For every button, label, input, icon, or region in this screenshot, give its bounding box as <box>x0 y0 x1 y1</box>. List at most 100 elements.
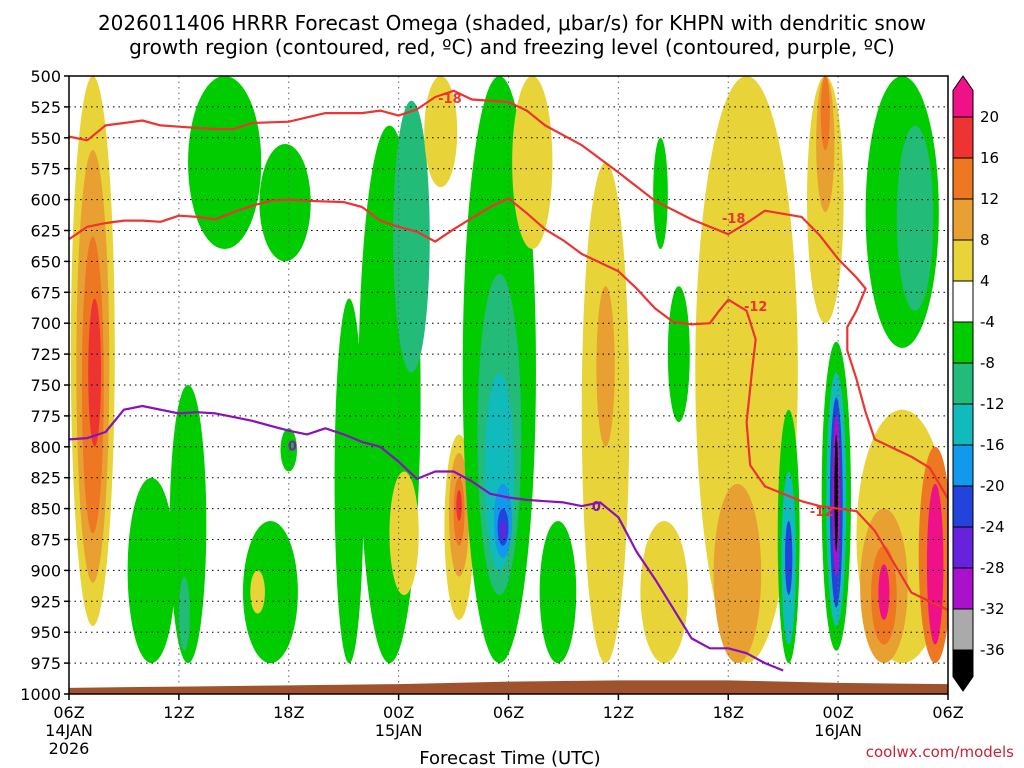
y-axis: 500 525 550 575 600 625 650 675 700 725 750 775 800 8… <box>20 67 69 704</box>
colorbar-bin-12 <box>952 567 974 610</box>
x-tick-label-30: 12Z <box>603 703 634 722</box>
contour-lines <box>69 89 948 672</box>
contour-labels: -18 -18 -12 -12 0 0 <box>288 92 834 520</box>
omega-region-39 <box>785 520 793 596</box>
omega-region-8 <box>259 143 311 262</box>
y-tick-label-650: 650 <box>30 252 61 271</box>
colorbar-bin-1 <box>952 116 974 159</box>
contour-label-3: -12 <box>810 505 834 520</box>
colorbar-bin-10 <box>952 485 974 528</box>
x-tick-label-12: 18Z <box>273 703 304 722</box>
colorbar-label-3: 8 <box>980 231 990 249</box>
colorbar-label-13: -36 <box>980 641 1005 659</box>
chart-title-line2: growth region (contoured, red, ºC) and f… <box>129 35 895 59</box>
omega-region-3 <box>88 298 102 447</box>
y-tick-label-875: 875 <box>30 531 61 550</box>
y-tick-label-625: 625 <box>30 222 61 241</box>
x-tick-label-42: 00Z <box>822 703 853 722</box>
y-tick-label-725: 725 <box>30 345 61 364</box>
colorbar-label-10: -24 <box>980 518 1005 536</box>
omega-region-55 <box>926 483 944 645</box>
omega-region-10 <box>280 428 297 472</box>
x-tick-label-18: 00Z <box>383 703 414 722</box>
omega-region-32 <box>653 137 668 250</box>
x-year-label-0: 2026 <box>49 739 90 758</box>
omega-region-12 <box>334 298 364 664</box>
contour-label-5: 0 <box>592 500 601 515</box>
colorbar-bin-7 <box>952 362 974 405</box>
credit-text: coolwx.com/models <box>866 743 1014 761</box>
omega-region-16 <box>424 76 458 188</box>
y-tick-label-675: 675 <box>30 283 61 302</box>
colorbar-bin-9 <box>952 444 974 487</box>
colorbar-bin-8 <box>952 403 974 446</box>
y-tick-label-975: 975 <box>30 654 61 673</box>
colorbar-bin-11 <box>952 526 974 569</box>
x-date-label-42: 16JAN <box>814 721 862 740</box>
y-tick-label-1000: 1000 <box>20 685 61 704</box>
colorbar-label-12: -32 <box>980 600 1005 618</box>
freezing-level-2 <box>69 404 784 672</box>
colorbar-label-9: -20 <box>980 477 1005 495</box>
omega-region-20 <box>456 490 462 521</box>
dendritic-contour-1 <box>69 197 948 611</box>
omega-region-31 <box>596 286 615 447</box>
omega-region-53 <box>878 564 890 620</box>
x-tick-label-6: 12Z <box>163 703 194 722</box>
omega-region-49 <box>896 125 934 311</box>
y-tick-label-500: 500 <box>30 67 61 86</box>
colorbar-bin-3 <box>952 198 974 241</box>
x-tick-label-48: 06Z <box>932 703 963 722</box>
y-tick-label-950: 950 <box>30 623 61 642</box>
omega-region-47 <box>834 434 839 552</box>
y-tick-label-900: 900 <box>30 561 61 580</box>
colorbar-label-6: -8 <box>980 354 995 372</box>
y-tick-label-700: 700 <box>30 314 61 333</box>
x-axis-title: Forecast Time (UTC) <box>419 748 600 768</box>
contour-label-4: 0 <box>288 440 297 455</box>
y-tick-label-800: 800 <box>30 438 61 457</box>
colorbar-bin-5 <box>952 280 974 323</box>
colorbar-bin-13 <box>952 608 974 651</box>
omega-region-11 <box>250 570 265 614</box>
y-tick-label-775: 775 <box>30 407 61 426</box>
y-tick-label-525: 525 <box>30 98 61 117</box>
colorbar-bin-2 <box>952 157 974 200</box>
contour-label-1: -18 <box>722 212 746 227</box>
omega-region-42 <box>820 76 830 151</box>
colorbar-label-2: 12 <box>980 190 999 208</box>
y-tick-label-750: 750 <box>30 376 61 395</box>
omega-region-7 <box>188 76 262 250</box>
dendritic-contour-0 <box>69 89 948 500</box>
y-tick-label-850: 850 <box>30 500 61 519</box>
y-tick-label-575: 575 <box>30 160 61 179</box>
y-tick-label-825: 825 <box>30 469 61 488</box>
x-tick-label-0: 06Z <box>53 703 84 722</box>
colorbar-label-5: -4 <box>980 313 995 331</box>
colorbar-bin-4 <box>952 239 974 282</box>
omega-region-28 <box>539 520 577 664</box>
chart-title-line1: 2026011406 HRRR Forecast Omega (shaded, … <box>98 11 926 35</box>
x-date-label-18: 15JAN <box>375 721 423 740</box>
omega-region-26 <box>500 520 506 540</box>
x-tick-label-36: 18Z <box>713 703 744 722</box>
colorbar-bin-6 <box>952 321 974 364</box>
omega-region-15 <box>389 471 419 596</box>
y-tick-label-925: 925 <box>30 592 61 611</box>
y-tick-label-550: 550 <box>30 129 61 148</box>
colorbar-label-8: -16 <box>980 436 1005 454</box>
x-tick-label-24: 06Z <box>493 703 524 722</box>
x-date-label-0: 14JAN <box>45 721 93 740</box>
colorbar-label-0: 20 <box>980 108 999 126</box>
contour-label-0: -18 <box>438 92 462 107</box>
contour-label-2: -12 <box>744 300 768 315</box>
colorbar-label-11: -28 <box>980 559 1005 577</box>
colorbar-bin-bottom <box>952 649 974 692</box>
omega-region-9 <box>242 520 298 664</box>
omega-region-27 <box>512 76 553 250</box>
colorbar-label-7: -12 <box>980 395 1005 413</box>
omega-region-36 <box>713 483 762 664</box>
y-tick-label-600: 600 <box>30 191 61 210</box>
